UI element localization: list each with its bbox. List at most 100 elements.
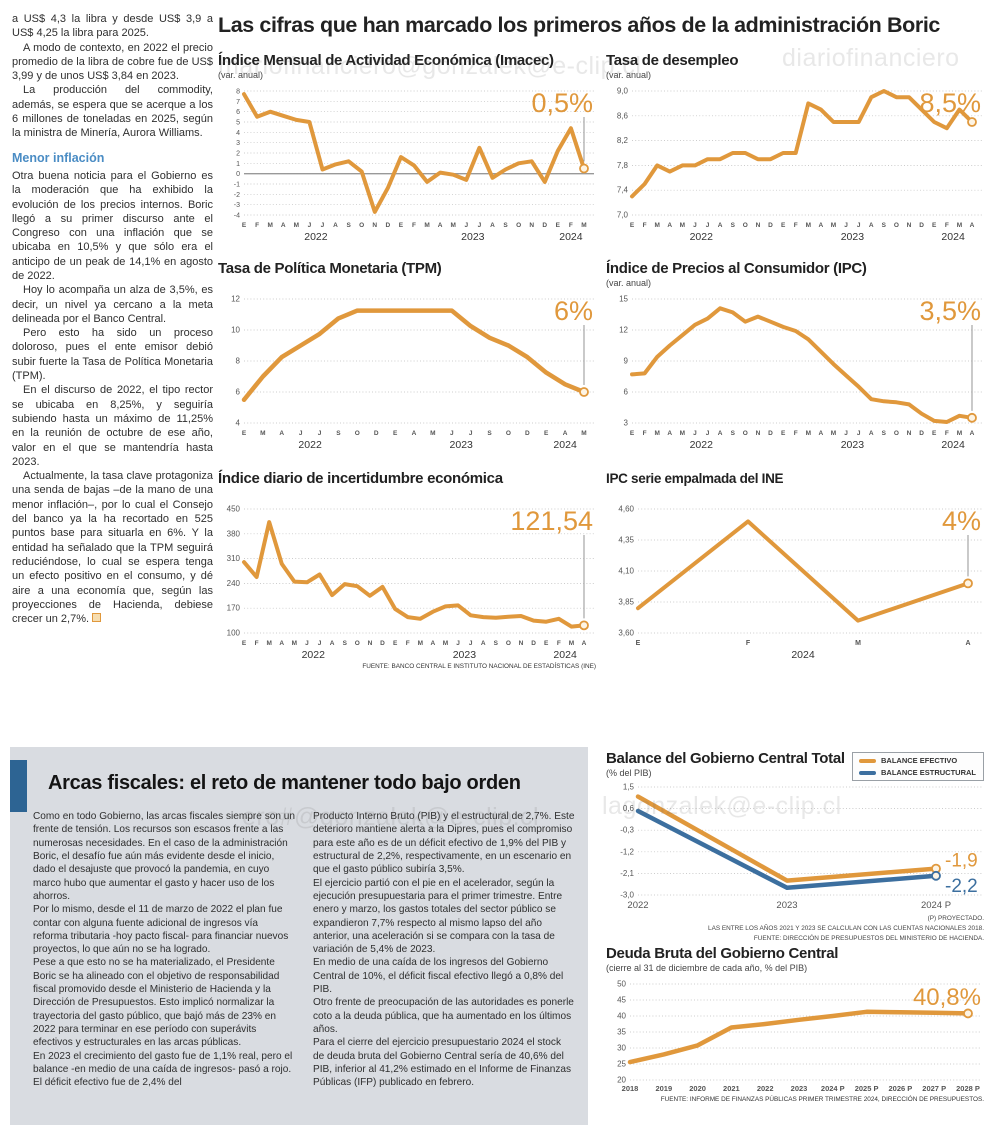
- svg-text:A: A: [718, 222, 723, 229]
- svg-text:1: 1: [236, 161, 240, 168]
- chart-title: Deuda Bruta del Gobierno Central: [606, 945, 839, 962]
- svg-text:M: M: [294, 222, 299, 229]
- svg-text:E: E: [630, 222, 635, 229]
- fiscal-column-1: Como en todo Gobierno, las arcas fiscale…: [33, 810, 295, 1090]
- svg-text:O: O: [894, 430, 899, 437]
- svg-text:M: M: [260, 430, 265, 437]
- svg-text:E: E: [932, 430, 937, 437]
- svg-text:450: 450: [227, 505, 241, 514]
- chart-subtitle: (cierre al 31 de diciembre de cada año, …: [606, 963, 808, 973]
- svg-text:A: A: [438, 222, 443, 229]
- chart-title: Índice diario de incertidumbre económica: [218, 470, 503, 487]
- fiscal-column-2: Producto Interno Bruto (PIB) y el estruc…: [313, 810, 575, 1090]
- accent-bar: [10, 760, 27, 812]
- svg-text:E: E: [393, 640, 398, 647]
- svg-text:M: M: [855, 640, 861, 647]
- fiscal-paragraph: Como en todo Gobierno, las arcas fiscale…: [33, 811, 296, 902]
- svg-text:6: 6: [236, 109, 240, 116]
- svg-text:45: 45: [617, 996, 626, 1005]
- svg-text:M: M: [654, 222, 659, 229]
- chart-title: Tasa de Política Monetaria (TPM): [218, 260, 442, 277]
- svg-text:2018: 2018: [622, 1084, 639, 1093]
- svg-text:35: 35: [617, 1028, 626, 1037]
- svg-text:D: D: [385, 222, 390, 229]
- svg-text:E: E: [242, 430, 247, 437]
- svg-text:N: N: [519, 640, 524, 647]
- svg-text:40,8%: 40,8%: [913, 984, 981, 1011]
- svg-text:F: F: [945, 222, 949, 229]
- chart-subtitle: [218, 488, 596, 499]
- svg-text:310: 310: [227, 554, 241, 563]
- svg-text:5: 5: [236, 120, 240, 127]
- svg-text:2022: 2022: [304, 231, 328, 243]
- svg-text:7,0: 7,0: [617, 211, 629, 220]
- svg-text:S: S: [346, 222, 351, 229]
- chart-ipc-ine: IPC serie empalmada del INE 4,60 4,35 4,10…: [606, 470, 984, 663]
- svg-text:0: 0: [236, 171, 240, 178]
- svg-text:2024 P: 2024 P: [821, 1084, 845, 1093]
- svg-text:M: M: [831, 430, 836, 437]
- fiscal-paragraph: En medio de una caída de los ingresos de…: [313, 957, 564, 996]
- svg-text:121,54: 121,54: [510, 506, 593, 536]
- svg-text:2024 P: 2024 P: [921, 900, 951, 911]
- svg-text:A: A: [431, 640, 436, 647]
- svg-text:J: J: [693, 222, 697, 229]
- svg-text:40: 40: [617, 1012, 626, 1021]
- svg-text:9: 9: [624, 357, 629, 366]
- page-title: Las cifras que han marcado los primeros …: [218, 13, 940, 37]
- svg-text:2022: 2022: [627, 900, 648, 911]
- svg-text:2025 P: 2025 P: [855, 1084, 879, 1093]
- chart-subtitle: (var. anual): [606, 70, 652, 80]
- svg-text:D: D: [542, 222, 547, 229]
- svg-text:2024: 2024: [559, 231, 583, 243]
- svg-text:M: M: [680, 222, 685, 229]
- svg-text:1,5: 1,5: [623, 783, 635, 792]
- svg-text:M: M: [831, 222, 836, 229]
- svg-text:F: F: [794, 222, 798, 229]
- svg-text:J: J: [318, 430, 322, 437]
- legend-label: BALANCE EFECTIVO: [881, 756, 958, 765]
- chart-tpm: Tasa de Política Monetaria (TPM) 12 10 8 6 4…: [218, 260, 596, 453]
- chart-subtitle: [218, 278, 596, 289]
- svg-text:F: F: [746, 640, 751, 647]
- svg-text:2022: 2022: [757, 1084, 774, 1093]
- svg-text:D: D: [380, 640, 385, 647]
- fiscal-paragraph: Otro frente de preocupación de las autor…: [313, 997, 574, 1035]
- svg-text:6: 6: [624, 388, 629, 397]
- svg-text:2024: 2024: [791, 649, 815, 661]
- svg-text:380: 380: [227, 529, 241, 538]
- svg-text:S: S: [336, 430, 341, 437]
- svg-text:2: 2: [236, 151, 240, 158]
- svg-text:A: A: [718, 430, 723, 437]
- chart-subtitle: (% del PIB): [606, 768, 652, 778]
- svg-text:A: A: [279, 640, 284, 647]
- chart-canvas-ipc-ine: 4,60 4,35 4,10 3,85 3,60E F M A 2024 4%: [618, 505, 982, 661]
- svg-text:E: E: [393, 430, 398, 437]
- svg-text:4,35: 4,35: [618, 536, 634, 545]
- svg-text:2024: 2024: [553, 649, 577, 661]
- footnote: (P) PROYECTADO.: [927, 915, 984, 922]
- svg-text:S: S: [494, 640, 499, 647]
- svg-text:O: O: [894, 222, 899, 229]
- svg-text:E: E: [781, 222, 786, 229]
- svg-text:N: N: [907, 222, 912, 229]
- svg-text:12: 12: [231, 295, 240, 304]
- svg-text:0,6: 0,6: [623, 804, 635, 813]
- svg-text:D: D: [531, 640, 536, 647]
- svg-text:2022: 2022: [298, 439, 322, 451]
- fiscal-paragraph: Por lo mismo, desde el 11 de marzo de 20…: [33, 904, 289, 956]
- fiscal-paragraph: En 2023 el crecimiento del gasto fue de …: [33, 1050, 293, 1089]
- svg-text:N: N: [756, 430, 761, 437]
- svg-text:2023: 2023: [461, 231, 485, 243]
- svg-text:E: E: [781, 430, 786, 437]
- svg-text:-3,0: -3,0: [620, 891, 634, 900]
- svg-text:20: 20: [617, 1076, 626, 1085]
- chart-source: FUENTE: BANCO CENTRAL E INSTITUTO NACION…: [362, 663, 596, 670]
- svg-text:A: A: [970, 430, 975, 437]
- svg-text:F: F: [406, 640, 410, 647]
- svg-text:2028 P: 2028 P: [956, 1084, 980, 1093]
- svg-text:A: A: [869, 430, 874, 437]
